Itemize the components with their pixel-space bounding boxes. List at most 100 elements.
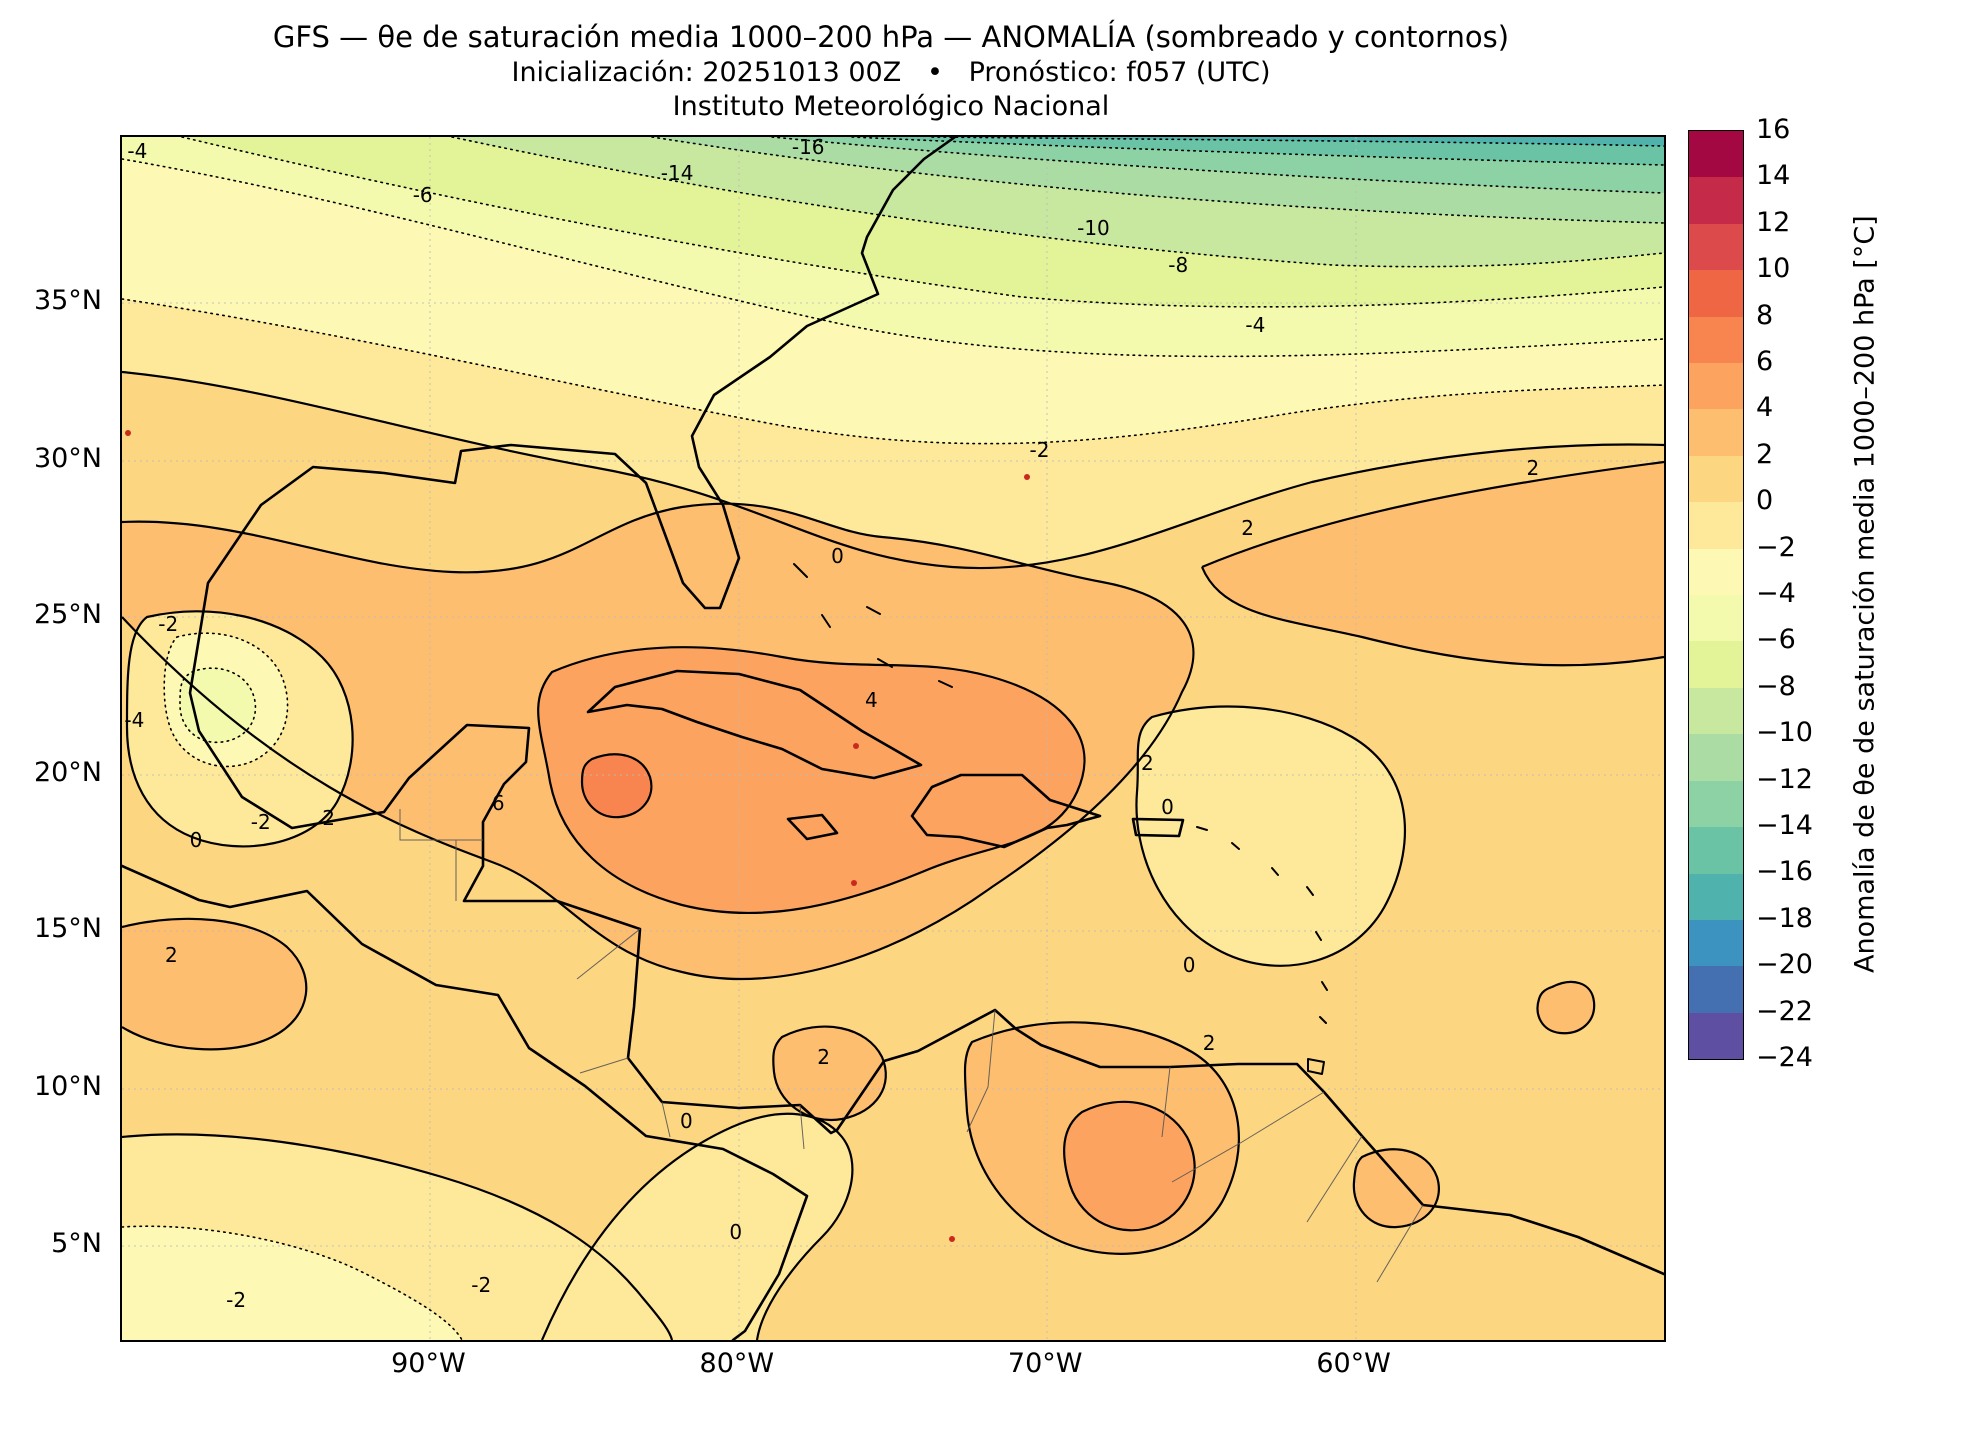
- colorbar-tick-label: −10: [1756, 717, 1813, 749]
- border-lines: [399, 809, 1424, 1283]
- shading-region-2-to-4-west-mexico: [122, 918, 307, 1050]
- colorbar-tick-label: 6: [1756, 346, 1774, 377]
- colorbar-tick-label: −14: [1756, 810, 1813, 841]
- colorbar-tick-label: 12: [1756, 206, 1791, 238]
- map-plot-area: -4 -6 -14 -16 -10 -8 -4 -2 0 2 2 -2 -4 -2 0 2 4 6 2 0 0 2 2 0 0-…: [120, 135, 1666, 1342]
- colorbar-segment: [1689, 409, 1743, 456]
- colorbar-tick-label: −6: [1756, 624, 1796, 656]
- colorbar-segment: [1689, 316, 1743, 364]
- contour-m10: [651, 137, 1664, 224]
- coastline-pacific: [122, 864, 809, 1340]
- contour-m4: [122, 158, 1664, 358]
- colorbar-label: Anomalía de θe de saturación media 1000–…: [1849, 215, 1881, 973]
- colorbar-tick-label: −12: [1756, 763, 1813, 795]
- colorbar-segment: [1689, 223, 1743, 271]
- coastline-small-islands: [793, 563, 1328, 1075]
- colorbar-segment: [1689, 687, 1743, 735]
- chart-title: GFS — θe de saturación media 1000–200 hP…: [272, 20, 1510, 54]
- coastlines: [122, 137, 1664, 1340]
- colorbar-tick-label: 4: [1756, 392, 1774, 424]
- coastline-jamaica: [786, 813, 839, 841]
- colorbar-tick-label: 10: [1756, 253, 1791, 285]
- map-svg: [122, 137, 1664, 1340]
- contour-m2: [122, 298, 1664, 445]
- x-axis: 90°W 80°W 70°W 60°W: [120, 1348, 1662, 1388]
- shading-region-2-to-4-guyana: [1353, 1149, 1439, 1228]
- contour-2-venezuela: [963, 1021, 1240, 1255]
- y-axis-tick-label: 30°N: [33, 442, 102, 474]
- contour-zero-pacific-tongue: [540, 1112, 854, 1340]
- contour-gulf-m4: [179, 667, 257, 744]
- y-axis-tick-label: 10°N: [33, 1070, 102, 1102]
- contour-2-guyana: [1352, 1148, 1440, 1229]
- colorbar-segment: [1689, 502, 1743, 549]
- colorbar-segment: [1689, 1012, 1743, 1060]
- y-axis-tick-label: 25°N: [33, 598, 102, 630]
- colorbar-segment: [1689, 548, 1743, 596]
- colorbar-tick-label: −8: [1756, 670, 1796, 702]
- chart-source: Instituto Meteorológico Nacional: [672, 91, 1110, 122]
- colorbar-segment: [1689, 780, 1743, 828]
- colorbar-tick-label: −22: [1756, 995, 1813, 1027]
- contour-zero-southwest: [122, 1133, 674, 1340]
- contour-2-main: [122, 502, 1195, 981]
- y-axis: 35°N 30°N 25°N 20°N 15°N 10°N 5°N: [0, 135, 110, 1338]
- y-axis-tick-label: 35°N: [33, 285, 102, 316]
- colorbar-tick-label: −20: [1756, 949, 1813, 981]
- colorbar-segment: [1689, 270, 1743, 317]
- contour-2-east-patch: [1536, 980, 1596, 1035]
- colorbar-segment: [1689, 827, 1743, 874]
- contour-lines-negative: [122, 137, 1664, 1340]
- colorbar-segment: [1689, 919, 1743, 967]
- country-borders: [399, 809, 1424, 1283]
- colorbar-segment: [1689, 363, 1743, 410]
- gridlines: [122, 137, 1664, 1340]
- colorbar-segment: [1689, 177, 1743, 224]
- colorbar-tick-label: 8: [1756, 299, 1774, 331]
- contour-m6: [181, 137, 1664, 308]
- chart-subtitle: Inicialización: 20251013 00Z • Pronóstic…: [511, 57, 1271, 88]
- shading-region-2-to-4-panama: [773, 1026, 886, 1120]
- colorbar-tick-label: −16: [1756, 856, 1813, 888]
- contour-6-core: [580, 753, 653, 819]
- x-axis-tick-label: 60°W: [1316, 1348, 1391, 1379]
- colorbar-segment: [1689, 966, 1743, 1013]
- contour-2-panama: [772, 1025, 887, 1122]
- shading-band-m16-to-m14: [852, 137, 1664, 165]
- colorbar-ticks: 16 14 12 10 8 6 4 2 0 −2 −4 −6 −8 −10 −12 −14 −16 −18 −20 −…: [1756, 115, 1856, 1073]
- gridline-lon: [429, 137, 1357, 1340]
- coastline-puerto-rico: [1131, 817, 1185, 838]
- contour-4-venezuela: [1063, 1100, 1196, 1232]
- contour-zero-main: [122, 370, 1664, 570]
- contour-2-northeast-b: [1200, 566, 1664, 667]
- shading-region-2-to-4-northeast: [1202, 462, 1664, 666]
- colorbar-tick-label: 16: [1756, 114, 1791, 145]
- contour-zero-gulf: [125, 610, 354, 848]
- y-axis-tick-label: 5°N: [51, 1228, 102, 1260]
- colorbar-segment: [1689, 734, 1743, 781]
- x-axis-tick-label: 80°W: [699, 1348, 775, 1379]
- contour-zero-antilles: [1135, 705, 1407, 967]
- contour-southwest-m2: [122, 1225, 463, 1340]
- contour-2-northeast-a: [1201, 460, 1664, 569]
- shading-region-6-core: [582, 754, 652, 818]
- shading-pocket-antilles: [1136, 706, 1405, 966]
- colorbar-segment: [1689, 455, 1743, 503]
- colorbar-tick-label: 0: [1756, 485, 1774, 517]
- coastline-mainland: [188, 137, 1664, 1276]
- colorbar-segment: [1689, 641, 1743, 688]
- contour-2-west-mexico: [122, 917, 308, 1051]
- colorbar-tick-label: 2: [1756, 438, 1774, 470]
- x-axis-tick-label: 90°W: [391, 1348, 466, 1379]
- y-axis-tick-label: 15°N: [33, 912, 102, 944]
- shading-pocket-southwest-m2: [122, 1226, 462, 1340]
- contour-m12: [771, 137, 1664, 194]
- colorbar-tick-label: −24: [1756, 1042, 1813, 1073]
- colorbar-tick-label: −18: [1756, 902, 1813, 934]
- colorbar-tick-label: −2: [1756, 531, 1796, 563]
- colorbar-segment: [1689, 595, 1743, 642]
- colorbar-tick-label: 14: [1756, 160, 1791, 192]
- y-axis-tick-label: 20°N: [33, 756, 102, 788]
- contour-lines-positive: [122, 370, 1664, 1340]
- contour-gulf-m2: [163, 632, 289, 768]
